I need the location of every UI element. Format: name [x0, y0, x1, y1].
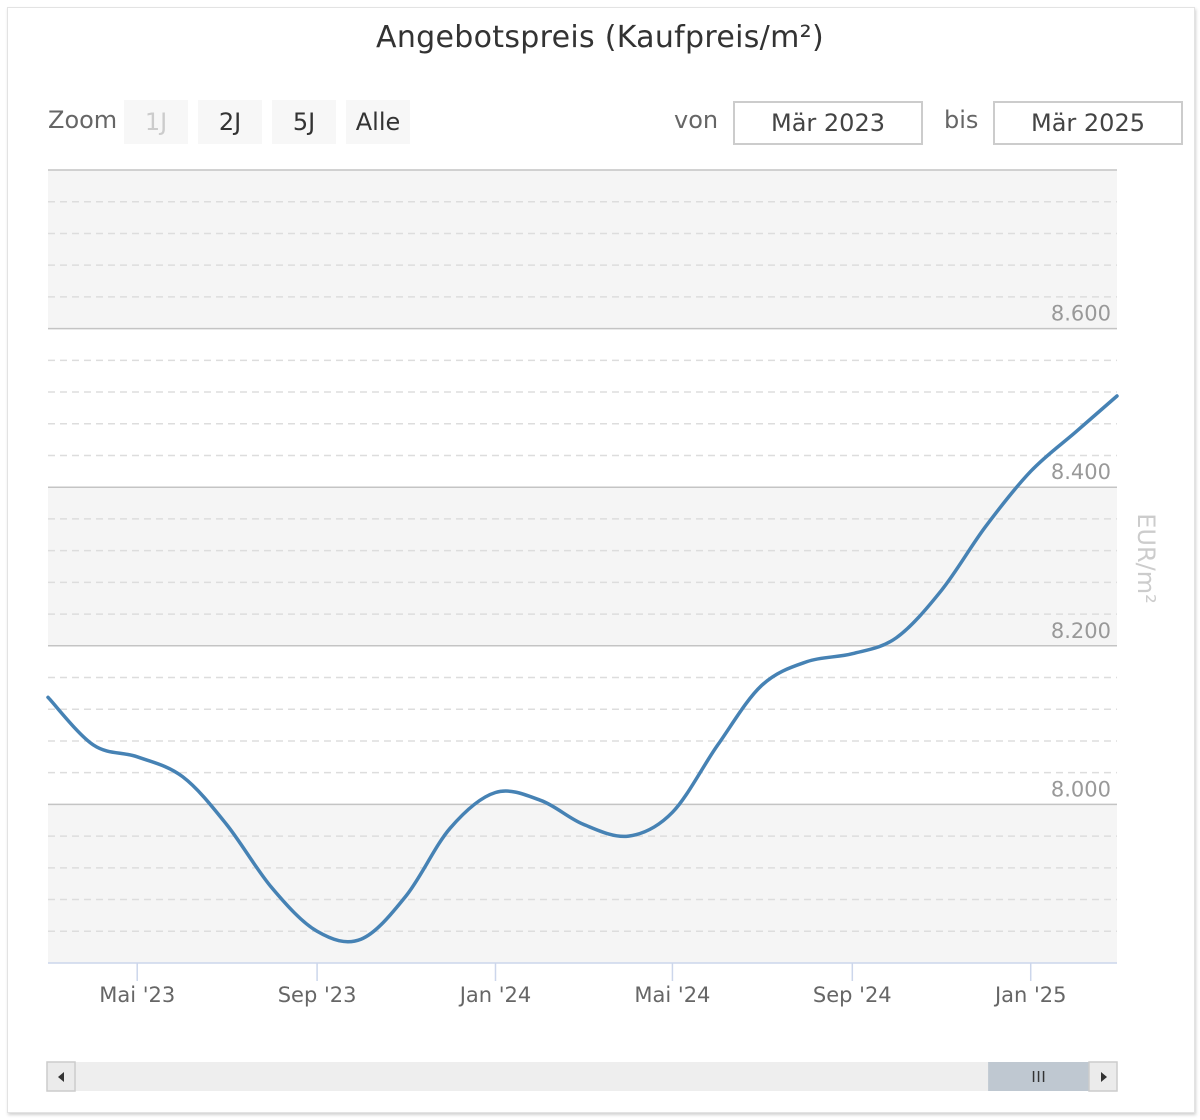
y-tick-label: 8.200 — [1051, 619, 1111, 643]
series-line — [46, 394, 1119, 944]
x-tick-label: Sep '24 — [813, 983, 892, 1007]
plot-band — [48, 804, 1117, 963]
y-tick-label: 8.600 — [1051, 302, 1111, 326]
plot-band — [48, 170, 1117, 329]
y-tick-label: 8.400 — [1051, 460, 1111, 484]
from-label: von — [674, 106, 719, 134]
scrollbar-track[interactable] — [47, 1062, 1117, 1091]
x-axis-ticks: Mai '23 Sep '23 Jan '24 Mai '24 Sep '24 Jan '… — [99, 963, 1066, 1007]
plot-band — [48, 487, 1117, 646]
x-tick-label: Mai '24 — [634, 983, 710, 1007]
to-label: bis — [944, 106, 979, 134]
minor-gridlines — [48, 200, 1117, 933]
triangle-right-icon — [1101, 1072, 1107, 1082]
plot-bands — [48, 170, 1117, 963]
x-tick-label: Mai '23 — [99, 983, 175, 1007]
grip-lines-icon — [1032, 1071, 1045, 1082]
to-date-input[interactable]: Mär 2025 — [993, 101, 1183, 145]
zoom-button-5j[interactable]: 5J — [272, 100, 336, 144]
zoom-button-1j[interactable]: 1J — [124, 100, 188, 144]
chart-title: Angebotspreis (Kaufpreis/m²) — [376, 20, 824, 55]
zoom-button-alle[interactable]: Alle — [346, 100, 410, 144]
scrollbar[interactable] — [46, 1061, 1118, 1092]
zoom-label: Zoom — [48, 106, 118, 134]
triangle-left-icon — [58, 1072, 64, 1082]
y-axis-labels: 8.000 8.200 8.400 8.600 — [1051, 302, 1111, 802]
x-tick-label: Jan '24 — [458, 983, 532, 1007]
x-tick-label: Jan '25 — [993, 983, 1067, 1007]
scrollbar-left-button[interactable] — [46, 1061, 76, 1092]
major-gridlines — [48, 169, 1117, 806]
y-axis-title: EUR/m² — [1132, 513, 1160, 604]
y-tick-label: 8.000 — [1051, 777, 1111, 801]
zoom-button-2j[interactable]: 2J — [198, 100, 262, 144]
from-date-input[interactable]: Mär 2023 — [733, 101, 923, 145]
x-tick-label: Sep '23 — [278, 983, 357, 1007]
